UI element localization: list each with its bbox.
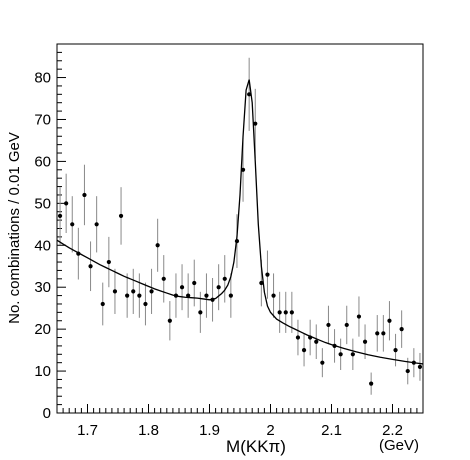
data-points bbox=[57, 92, 423, 386]
y-tick-label: 10 bbox=[34, 363, 51, 380]
data-point bbox=[222, 276, 227, 281]
data-point bbox=[271, 293, 276, 298]
y-tick-label: 20 bbox=[34, 321, 51, 338]
x-axis-label: M(KKπ) bbox=[226, 437, 286, 456]
data-point bbox=[344, 322, 349, 328]
data-point bbox=[369, 381, 374, 386]
fit-curve bbox=[56, 79, 424, 365]
error-bars bbox=[59, 57, 421, 395]
data-point bbox=[125, 293, 130, 298]
data-point bbox=[228, 293, 233, 298]
data-point bbox=[112, 289, 118, 294]
data-point bbox=[64, 201, 69, 206]
data-point bbox=[118, 213, 124, 219]
y-tick-label: 40 bbox=[34, 237, 51, 254]
x-axis-unit: (GeV) bbox=[379, 437, 419, 454]
data-point bbox=[283, 310, 288, 315]
data-point bbox=[417, 364, 423, 369]
y-tick-label: 50 bbox=[34, 195, 51, 212]
x-tick-label: 1.8 bbox=[138, 422, 159, 439]
data-point bbox=[240, 167, 246, 172]
data-point bbox=[149, 289, 154, 294]
data-point bbox=[350, 352, 355, 357]
x-tick-label: 2.2 bbox=[382, 422, 403, 439]
x-tick-label: 2 bbox=[266, 422, 274, 439]
data-point bbox=[161, 276, 166, 281]
data-point bbox=[301, 348, 307, 353]
data-point bbox=[381, 331, 386, 336]
data-point bbox=[76, 251, 81, 256]
data-point bbox=[216, 285, 221, 290]
data-point bbox=[204, 293, 209, 298]
data-point bbox=[173, 293, 179, 298]
data-point bbox=[198, 310, 203, 315]
y-axis-label: No. combinations / 0.01 GeV bbox=[6, 132, 23, 324]
data-point bbox=[387, 318, 392, 323]
data-point bbox=[411, 360, 416, 365]
x-axis: 1.7 1.8 1.9 2 2.1 2.2 bbox=[56, 404, 424, 439]
data-point bbox=[234, 238, 240, 244]
data-point bbox=[289, 310, 294, 315]
data-point bbox=[338, 352, 343, 357]
data-point bbox=[326, 322, 331, 328]
data-point bbox=[94, 222, 99, 227]
plot-frame bbox=[56, 43, 424, 414]
data-point bbox=[399, 327, 404, 332]
x-tick-label: 1.7 bbox=[77, 422, 98, 439]
data-point bbox=[265, 272, 270, 277]
data-point bbox=[308, 335, 313, 340]
y-tick-label: 70 bbox=[34, 111, 51, 128]
y-tick-label: 60 bbox=[34, 153, 51, 170]
data-point bbox=[375, 331, 380, 336]
data-point bbox=[405, 368, 410, 374]
data-point bbox=[247, 92, 252, 97]
data-point bbox=[192, 280, 197, 286]
data-point bbox=[295, 335, 301, 340]
x-tick-label: 1.9 bbox=[199, 422, 220, 439]
data-point bbox=[82, 192, 87, 198]
data-point bbox=[57, 213, 63, 219]
data-point bbox=[186, 293, 191, 298]
data-point bbox=[179, 285, 185, 290]
data-point bbox=[143, 301, 148, 307]
data-point bbox=[155, 243, 160, 248]
y-tick-label: 30 bbox=[34, 279, 51, 296]
data-point bbox=[88, 264, 93, 269]
data-point bbox=[167, 318, 172, 323]
data-point bbox=[131, 289, 136, 294]
data-point bbox=[210, 297, 215, 302]
data-point bbox=[253, 121, 258, 126]
y-tick-label: 80 bbox=[34, 70, 51, 87]
data-point bbox=[320, 360, 325, 365]
data-point bbox=[332, 343, 337, 349]
data-point bbox=[393, 348, 398, 353]
x-tick-label: 2.1 bbox=[321, 422, 342, 439]
data-point bbox=[137, 293, 142, 298]
y-tick-label: 0 bbox=[43, 405, 51, 422]
data-point bbox=[100, 301, 105, 307]
data-point bbox=[362, 339, 368, 344]
data-point bbox=[106, 259, 111, 265]
data-point bbox=[277, 310, 282, 315]
data-point bbox=[70, 222, 75, 227]
y-axis: 0 10 20 30 40 50 60 70 80 bbox=[34, 43, 66, 422]
data-point bbox=[356, 314, 362, 319]
data-point bbox=[259, 280, 264, 286]
data-point bbox=[314, 339, 319, 344]
